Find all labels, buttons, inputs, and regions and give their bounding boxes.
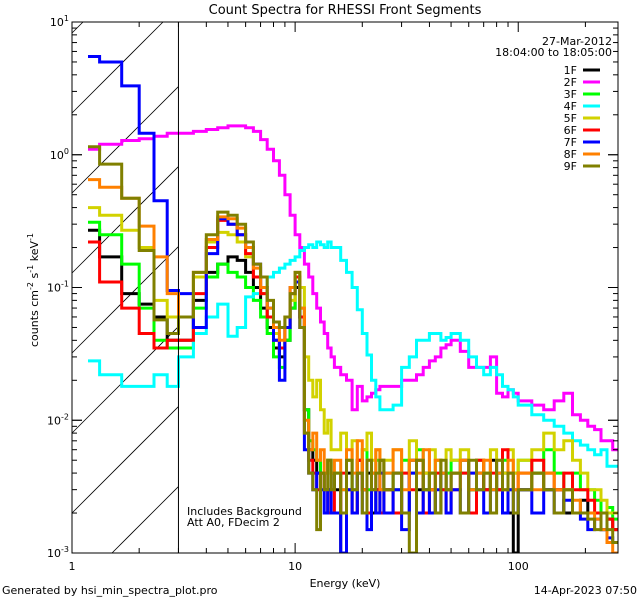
x-axis-label: Energy (keV) xyxy=(310,577,381,590)
legend-label-9F: 9F xyxy=(564,160,577,173)
y-tick-base: 10 xyxy=(50,16,64,29)
hatch-line xyxy=(111,486,179,554)
hatch-line xyxy=(71,326,179,434)
x-tick-label: 10 xyxy=(288,560,302,573)
y-tick-exponent: -3 xyxy=(61,545,69,554)
y-tick-base: 10 xyxy=(47,282,61,295)
y-axis-label: counts cm-2 s-1 keV-1 xyxy=(26,233,41,347)
y-tick-base: 10 xyxy=(50,149,64,162)
y-tick-label: 10-1 xyxy=(47,280,69,295)
x-tick-label: 100 xyxy=(508,560,529,573)
hatch-line xyxy=(71,166,179,274)
legend-label-5F: 5F xyxy=(564,112,577,125)
footer-generated-by: Generated by hsi_min_spectra_plot.pro xyxy=(2,584,218,597)
hatch-line xyxy=(71,246,179,354)
y-tick-exponent: -2 xyxy=(61,412,69,421)
hatched-region xyxy=(71,21,179,554)
legend-label-4F: 4F xyxy=(564,100,577,113)
legend-label-2F: 2F xyxy=(564,76,577,89)
y-tick-exponent: -1 xyxy=(61,280,69,289)
chart-title: Count Spectra for RHESSI Front Segments xyxy=(209,3,482,18)
hatch-line xyxy=(71,21,164,114)
annotation-attenuator: Att A0, FDecim 2 xyxy=(187,516,280,529)
hatch-line xyxy=(71,406,179,514)
legend-label-1F: 1F xyxy=(564,64,577,77)
legend-label-6F: 6F xyxy=(564,124,577,137)
y-tick-base: 10 xyxy=(47,414,61,427)
y-tick-label: 10-2 xyxy=(47,412,69,427)
date-label: 27-Mar-2012 xyxy=(542,35,612,48)
legend-label-8F: 8F xyxy=(564,148,577,161)
legend-label-3F: 3F xyxy=(564,88,577,101)
x-tick-label: 1 xyxy=(69,560,76,573)
y-tick-label: 10-3 xyxy=(47,545,69,560)
y-tick-exponent: 0 xyxy=(64,147,69,156)
series-line-9F xyxy=(88,145,618,553)
series-group xyxy=(88,55,618,553)
hatch-line xyxy=(71,21,84,34)
y-tick-label: 100 xyxy=(50,147,69,162)
y-tick-base: 10 xyxy=(47,547,61,560)
axes xyxy=(71,21,619,554)
legend-label-7F: 7F xyxy=(564,136,577,149)
footer-timestamp: 14-Apr-2023 07:50 xyxy=(534,584,637,597)
annotation-background: Includes Background xyxy=(187,505,302,518)
series-line-4F xyxy=(88,240,618,468)
y-tick-exponent: 1 xyxy=(64,14,69,23)
y-tick-label: 101 xyxy=(50,14,69,29)
time-range-label: 18:04:00 to 18:05:00 xyxy=(495,46,612,59)
